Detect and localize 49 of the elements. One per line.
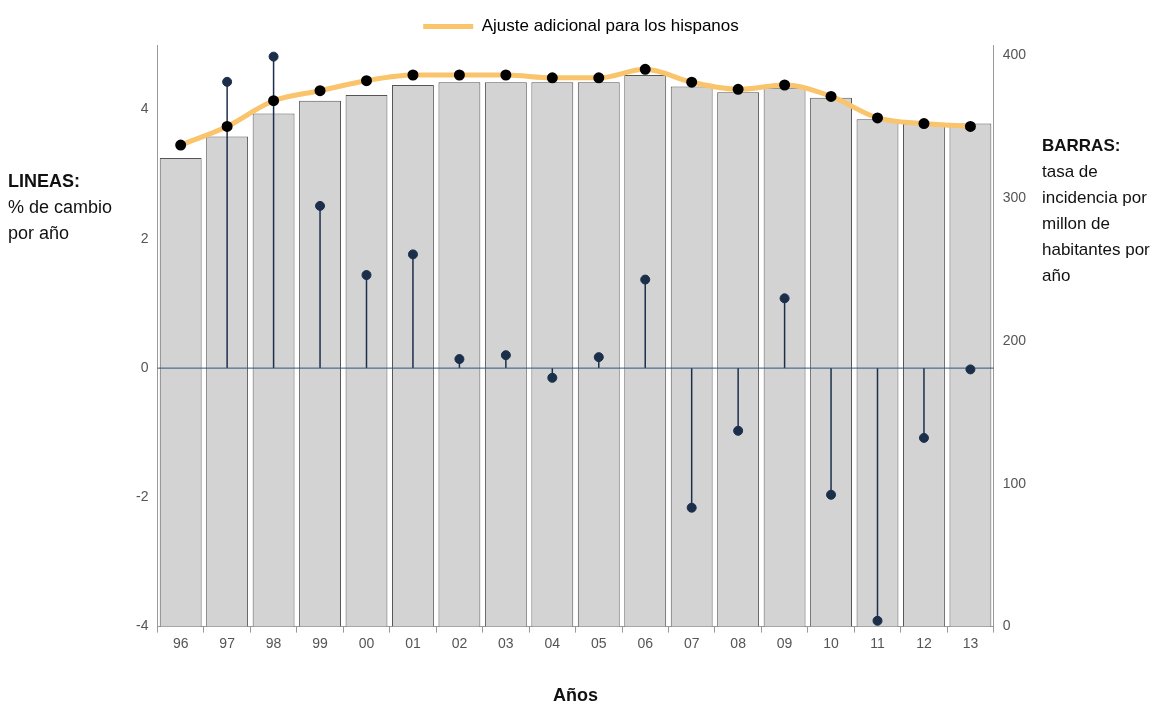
point <box>593 352 604 363</box>
point <box>361 270 372 281</box>
point <box>686 502 697 513</box>
y2-axis-title: BARRAS: tasa de incidencia por millon de habitantes por año <box>1042 135 1150 287</box>
x-tick-label: 08 <box>730 634 747 651</box>
point <box>407 249 418 260</box>
x-tick-label: 99 <box>312 634 329 651</box>
x-tick-label: 07 <box>683 634 700 651</box>
y-tick-label: -2 <box>136 488 149 505</box>
x-tick-label: 98 <box>265 634 282 651</box>
point <box>965 364 976 375</box>
y-axis-title: LINEAS: % de cambio por año <box>8 170 114 245</box>
y-tick-label: 0 <box>140 358 149 375</box>
x-tick-label: 12 <box>916 634 932 651</box>
y2-tick-label: 100 <box>1002 474 1027 491</box>
y2-tick-label: 300 <box>1002 188 1027 205</box>
point <box>268 51 279 62</box>
legend-label: Ajuste adicional para los hispanos <box>481 16 739 36</box>
point <box>454 354 465 365</box>
point <box>779 293 790 304</box>
x-tick-label: 96 <box>172 634 189 651</box>
point <box>826 489 837 500</box>
x-tick-label: 00 <box>358 634 375 651</box>
x-tick-label: 03 <box>498 634 514 651</box>
y-tick-label: -4 <box>136 617 149 634</box>
point <box>500 350 511 361</box>
point <box>918 432 929 443</box>
x-tick-label: 97 <box>219 634 236 651</box>
y2-tick-label: 200 <box>1002 331 1027 348</box>
point <box>315 200 326 211</box>
x-tick-label: 11 <box>870 634 885 651</box>
point <box>547 372 558 383</box>
x-tick-label: 13 <box>962 634 979 651</box>
y-tick-label: 4 <box>140 100 149 117</box>
point <box>640 274 651 285</box>
point <box>872 615 883 626</box>
x-tick-label: 06 <box>637 634 654 651</box>
x-tick-label: 05 <box>590 634 607 651</box>
x-tick-label: 01 <box>405 634 421 651</box>
point <box>222 76 233 87</box>
x-axis-title: Años <box>553 685 599 706</box>
x-tick-label: 09 <box>776 634 793 651</box>
y2-tick-label: 0 <box>1002 617 1011 634</box>
y2-tick-label: 400 <box>1002 45 1027 62</box>
x-tick-label: 10 <box>823 634 840 651</box>
x-tick-label: 04 <box>544 634 561 651</box>
x-tick-label: 02 <box>451 634 468 651</box>
point <box>733 425 744 436</box>
y-tick-label: 2 <box>140 229 149 246</box>
